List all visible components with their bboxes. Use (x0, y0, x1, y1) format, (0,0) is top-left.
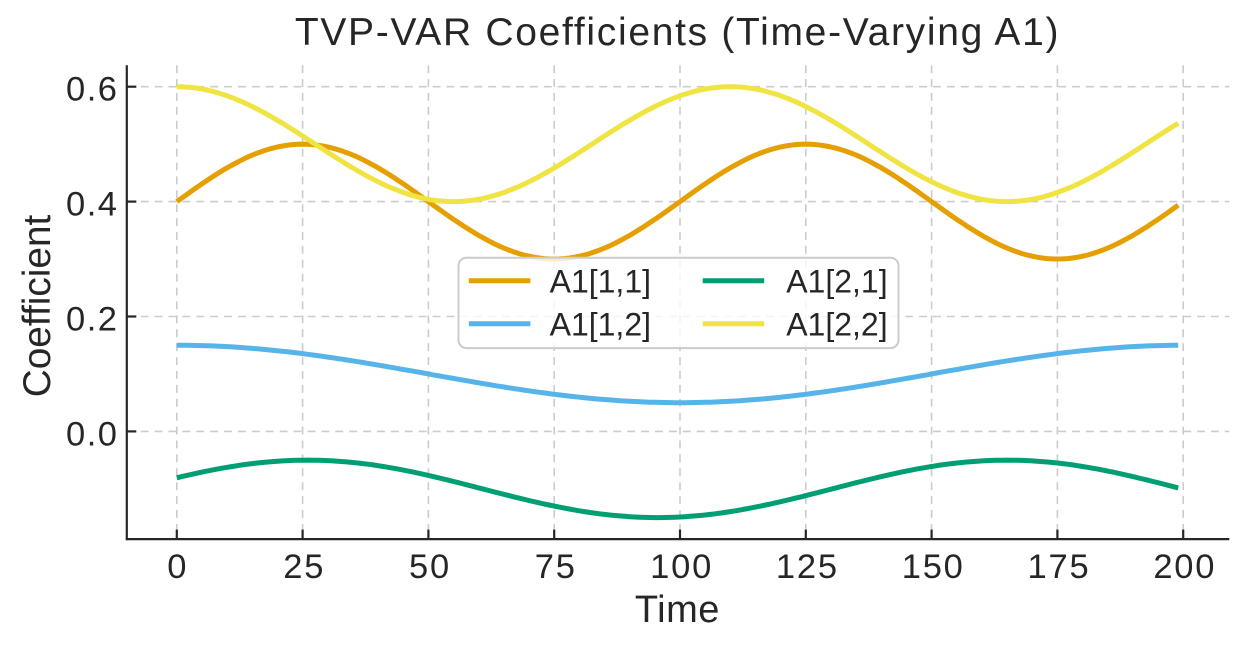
svg-text:A1[1,1]: A1[1,1] (550, 263, 651, 299)
svg-text:25: 25 (283, 548, 325, 586)
svg-text:Coefficient: Coefficient (16, 214, 59, 397)
svg-text:0.2: 0.2 (66, 301, 118, 339)
svg-text:0: 0 (167, 548, 186, 586)
svg-text:0.0: 0.0 (66, 415, 118, 453)
svg-text:0.6: 0.6 (66, 71, 118, 109)
svg-text:75: 75 (535, 548, 577, 586)
svg-text:A1[2,2]: A1[2,2] (786, 306, 887, 342)
svg-text:175: 175 (1028, 548, 1091, 586)
svg-text:125: 125 (776, 548, 839, 586)
svg-text:TVP-VAR Coefficients (Time-Var: TVP-VAR Coefficients (Time-Varying A1) (295, 11, 1060, 54)
svg-text:150: 150 (902, 548, 965, 586)
svg-text:200: 200 (1153, 548, 1216, 586)
svg-text:A1[1,2]: A1[1,2] (550, 306, 651, 342)
svg-text:Time: Time (635, 589, 720, 631)
svg-text:50: 50 (409, 548, 451, 586)
svg-text:A1[2,1]: A1[2,1] (786, 263, 887, 299)
svg-text:0.4: 0.4 (66, 186, 118, 224)
svg-text:100: 100 (650, 548, 713, 586)
